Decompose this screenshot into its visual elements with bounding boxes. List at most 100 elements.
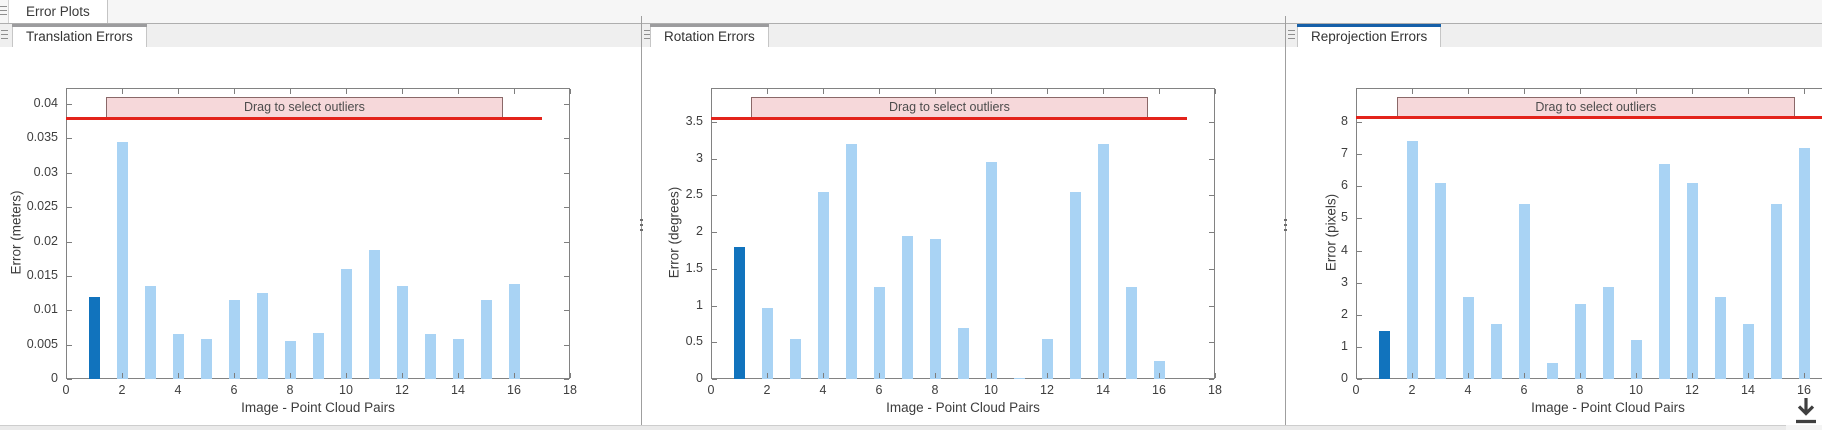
translation-bar-10 [340,269,352,379]
tab-rotation-label: Rotation Errors [664,29,755,44]
reprojection-x-tick [1468,89,1469,94]
rotation-y-tick [712,158,717,160]
translation-x-tick [66,89,67,94]
rotation-y-tick [1209,305,1214,307]
reprojection-x-tick-label: 12 [1685,383,1699,397]
rotation-x-tick [1103,373,1104,378]
rotation-y-tick [712,305,717,307]
rotation-bar-14 [1097,144,1109,379]
tab-error-plots[interactable]: Error Plots [8,0,108,23]
rotation-bar-7 [901,235,913,379]
document-tab-strip [0,0,1822,23]
rotation-y-tick-label: 3.5 [685,114,703,128]
rotation-y-tick [1209,232,1214,234]
rotation-x-tick [767,373,768,378]
rotation-bar-1 [733,246,745,379]
tab-reprojection-label: Reprojection Errors [1311,29,1428,44]
translation-y-tick [67,275,72,277]
reprojection-x-tick [1356,373,1357,378]
rotation-y-tick-label: 1 [696,297,703,312]
reprojection-x-tick [1636,373,1637,378]
translation-x-tick [234,373,235,378]
translation-bar-7 [256,293,268,379]
rotation-x-tick [823,89,824,94]
rotation-x-tick [879,89,880,94]
translation-y-tick [564,310,569,312]
reprojection-x-tick [1636,89,1637,94]
translation-x-tick-label: 16 [507,383,521,397]
reprojection-x-tick [1692,89,1693,94]
translation-x-tick [178,89,179,94]
translation-x-tick [402,89,403,94]
translation-bar-5 [200,339,212,379]
translation-y-tick [564,379,569,380]
translation-y-tick [67,138,72,140]
translation-x-tick [514,89,515,94]
translation-y-tick [564,275,569,277]
panel-splitter-handle-icon[interactable] [1284,219,1287,233]
translation-bar-6 [228,299,240,379]
tab-rotation[interactable]: Rotation Errors [650,24,769,47]
translation-drag-select-outliers-band[interactable]: Drag to select outliers [106,97,503,118]
tab-translation-label: Translation Errors [26,29,133,44]
rotation-drag-select-outliers-band[interactable]: Drag to select outliers [751,97,1148,118]
panel-grip-icon[interactable] [644,30,651,41]
translation-y-tick [564,207,569,209]
translation-y-tick [67,172,72,174]
translation-bar-12 [396,286,408,379]
tab-reprojection[interactable]: Reprojection Errors [1297,24,1442,47]
translation-y-tick-label: 0.005 [26,336,58,351]
rotation-y-tick [1209,158,1214,160]
translation-tab-strip [0,24,641,47]
translation-x-tick [570,373,571,378]
rotation-y-tick [712,195,717,197]
reprojection-threshold-line [1356,115,1822,119]
translation-x-tick-label: 8 [286,383,294,397]
translation-x-tick [402,373,403,378]
reprojection-x-tick [1412,89,1413,94]
rotation-x-tick-label: 2 [763,383,771,397]
panel-grip-icon[interactable] [1288,30,1295,41]
panel-grip-icon[interactable] [1,30,8,41]
reprojection-x-tick [1692,373,1693,378]
panel-splitter-handle-icon[interactable] [640,219,643,233]
translation-x-tick-label: 4 [174,383,182,397]
reprojection-y-tick-label: 0 [1341,371,1348,385]
rotation-x-tick [1215,373,1216,378]
translation-y-tick [564,138,569,140]
rotation-x-tick-label: 0 [707,383,715,397]
rotation-y-tick [712,122,717,123]
translation-y-tick-label: 0.04 [33,96,58,110]
rotation-y-tick-label: 1.5 [685,260,703,275]
reprojection-bar-16 [1798,147,1810,379]
reprojection-bar-7 [1546,362,1558,379]
translation-y-tick [67,379,72,380]
rotation-x-tick [991,89,992,94]
translation-xlabel: Image - Point Cloud Pairs [241,400,395,415]
rotation-y-tick-label: 2 [696,224,703,239]
reprojection-x-tick [1524,89,1525,94]
reprojection-y-tick-label: 6 [1341,178,1348,193]
window-grip-icon[interactable] [0,6,7,17]
rotation-x-tick [1159,89,1160,94]
reprojection-x-tick-label: 10 [1629,383,1643,397]
reprojection-drag-select-outliers-band[interactable]: Drag to select outliers [1396,97,1796,118]
reprojection-y-tick [1357,314,1362,316]
rotation-y-tick-label: 2.5 [685,187,703,202]
translation-x-tick [290,89,291,94]
reprojection-y-tick-label: 4 [1341,242,1348,257]
rotation-x-tick [879,373,880,378]
reprojection-x-tick [1468,373,1469,378]
translation-x-tick [346,89,347,94]
reprojection-x-tick-label: 0 [1352,383,1360,397]
rotation-x-tick [711,89,712,94]
reprojection-y-tick [1357,282,1362,284]
reprojection-bar-1 [1378,330,1390,379]
translation-y-tick-label: 0.01 [33,302,58,317]
reprojection-y-tick-label: 1 [1341,338,1348,353]
translation-bar-13 [424,334,436,379]
download-arrow-icon[interactable] [1792,395,1820,427]
tab-translation[interactable]: Translation Errors [12,24,147,47]
translation-bar-14 [452,339,464,379]
